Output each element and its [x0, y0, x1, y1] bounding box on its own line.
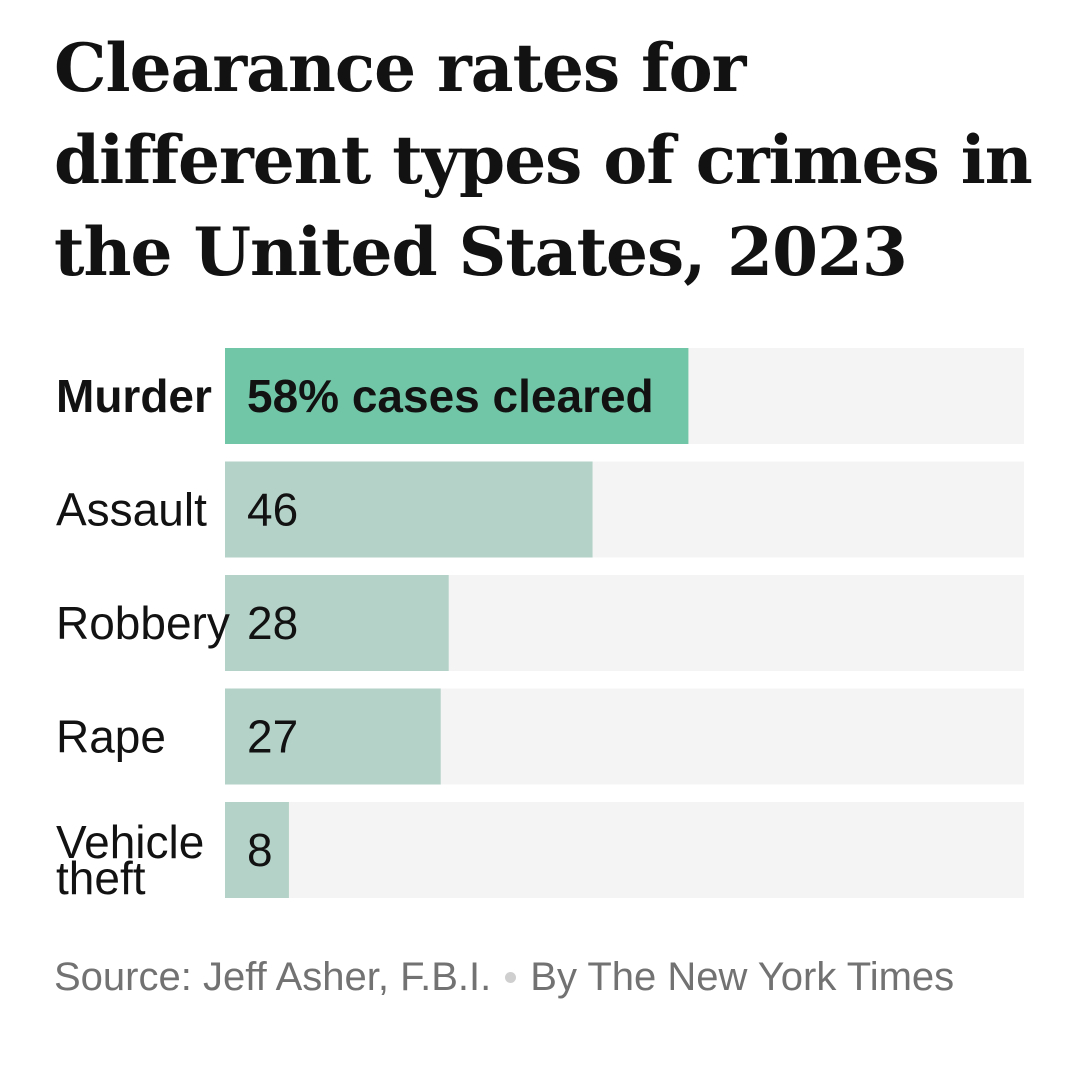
category-label-line: theft [56, 852, 146, 904]
value-label-murder: 58% cases cleared [247, 370, 654, 422]
value-label-rape: 27 [247, 711, 298, 763]
category-label-rape: Rape [56, 711, 166, 763]
bar-chart: Murder 58% cases cleared Assault 46 Robbery 2… [56, 348, 1024, 904]
source-text: Source: Jeff Asher, F.B.I. [54, 955, 492, 999]
bar-rape [225, 688, 441, 785]
chart-title: Clearance rates for different types of c… [54, 29, 1033, 291]
separator-dot-icon [505, 971, 517, 983]
bar-robbery [225, 575, 449, 671]
category-label-assault: Assault [56, 484, 207, 536]
value-label-robbery: 28 [247, 597, 298, 649]
value-label-assault: 46 [247, 484, 298, 536]
value-label-vehicle-theft: 8 [247, 824, 273, 876]
category-label-vehicle-theft: Vehicle theft [56, 816, 204, 904]
source-note: Source: Jeff Asher, F.B.I. By The New Yor… [54, 946, 994, 1008]
credit-text: By The New York Times [530, 955, 955, 999]
bar-vehicle-theft [225, 802, 289, 898]
category-label-murder: Murder [56, 370, 212, 422]
bar-assault [225, 461, 593, 558]
bar-murder [225, 348, 689, 444]
category-label-line: Vehicle [56, 816, 204, 868]
category-label-robbery: Robbery [56, 597, 230, 649]
bar-track-vehicle-theft [225, 802, 1024, 898]
